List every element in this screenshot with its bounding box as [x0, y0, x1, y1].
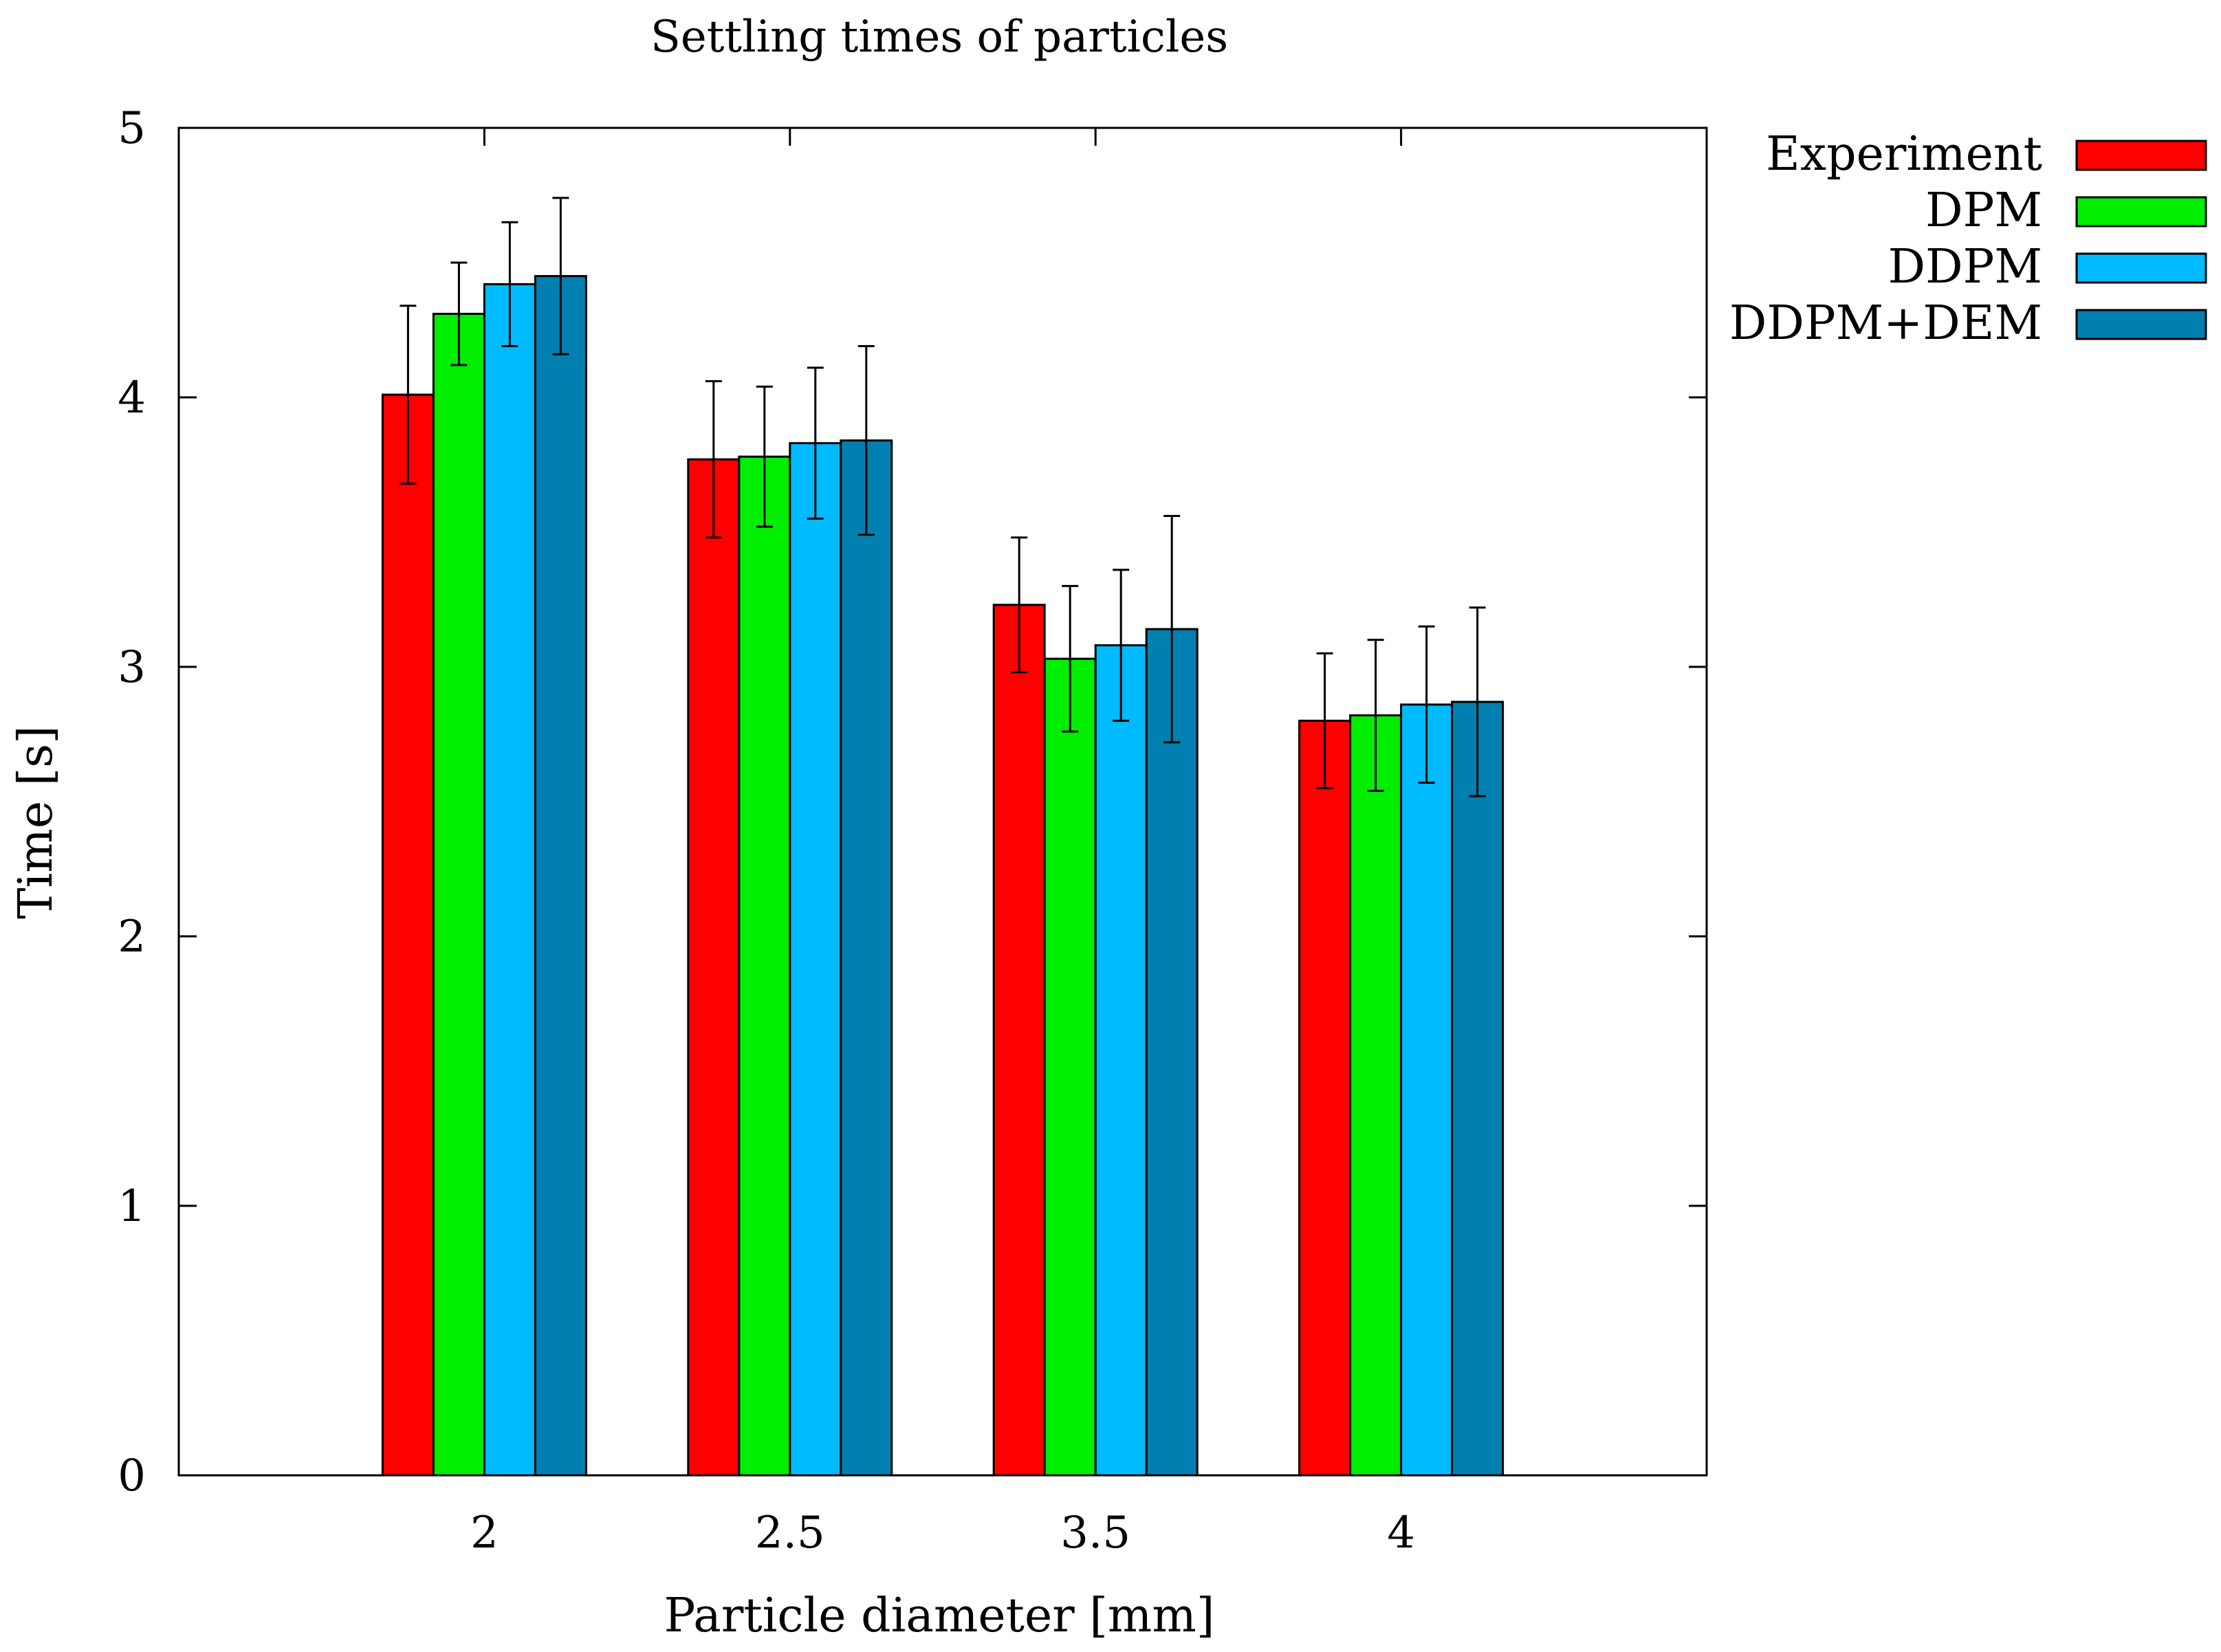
- y-tick-label: 5: [118, 103, 146, 154]
- legend-label-ddpm: DDPM: [1888, 240, 2042, 294]
- legend-swatch-experiment: [2075, 140, 2207, 171]
- x-tick-label: 2.5: [755, 1508, 825, 1559]
- bar-experiment-2: [381, 393, 435, 1477]
- bar-dpm-3-5: [1043, 657, 1097, 1477]
- bar-experiment-4: [1298, 719, 1352, 1477]
- y-tick-label: 4: [118, 373, 146, 423]
- bar-experiment-3-5: [992, 604, 1046, 1477]
- y-tick-label: 1: [118, 1181, 146, 1232]
- legend-swatch-ddpm: [2075, 252, 2207, 284]
- bar-experiment-2-5: [687, 458, 741, 1477]
- bar-ddpm-2-5: [789, 442, 842, 1477]
- y-tick-label: 0: [118, 1451, 146, 1501]
- x-tick-label: 2: [470, 1508, 499, 1559]
- bar-ddpm-dem-4: [1451, 701, 1505, 1477]
- bar-dpm-2-5: [738, 455, 791, 1477]
- bar-dpm-2: [432, 312, 485, 1477]
- legend-label-ddpm-dem: DDPM+DEM: [1729, 296, 2042, 351]
- bar-ddpm-2: [483, 283, 536, 1477]
- bar-dpm-4: [1349, 714, 1403, 1477]
- y-axis-label: Time [s]: [9, 725, 63, 918]
- bar-ddpm-dem-2-5: [840, 439, 893, 1477]
- legend-label-experiment: Experiment: [1766, 127, 2042, 181]
- bar-ddpm-dem-2: [534, 275, 587, 1477]
- bar-ddpm-3-5: [1094, 644, 1148, 1477]
- legend-label-dpm: DPM: [1925, 184, 2042, 238]
- plot-frame: [177, 126, 1708, 1477]
- y-tick-label: 2: [118, 912, 146, 962]
- bar-ddpm-dem-3-5: [1145, 628, 1199, 1477]
- legend-swatch-ddpm-dem: [2075, 309, 2207, 340]
- y-tick-label: 3: [118, 642, 146, 693]
- x-tick-label: 4: [1387, 1508, 1415, 1559]
- x-tick-label: 3.5: [1060, 1508, 1130, 1559]
- legend-swatch-dpm: [2075, 196, 2207, 228]
- chart-title: Settling times of particles: [650, 12, 1228, 63]
- x-axis-label: Particle diameter [mm]: [664, 1589, 1215, 1643]
- bar-ddpm-4: [1400, 703, 1454, 1477]
